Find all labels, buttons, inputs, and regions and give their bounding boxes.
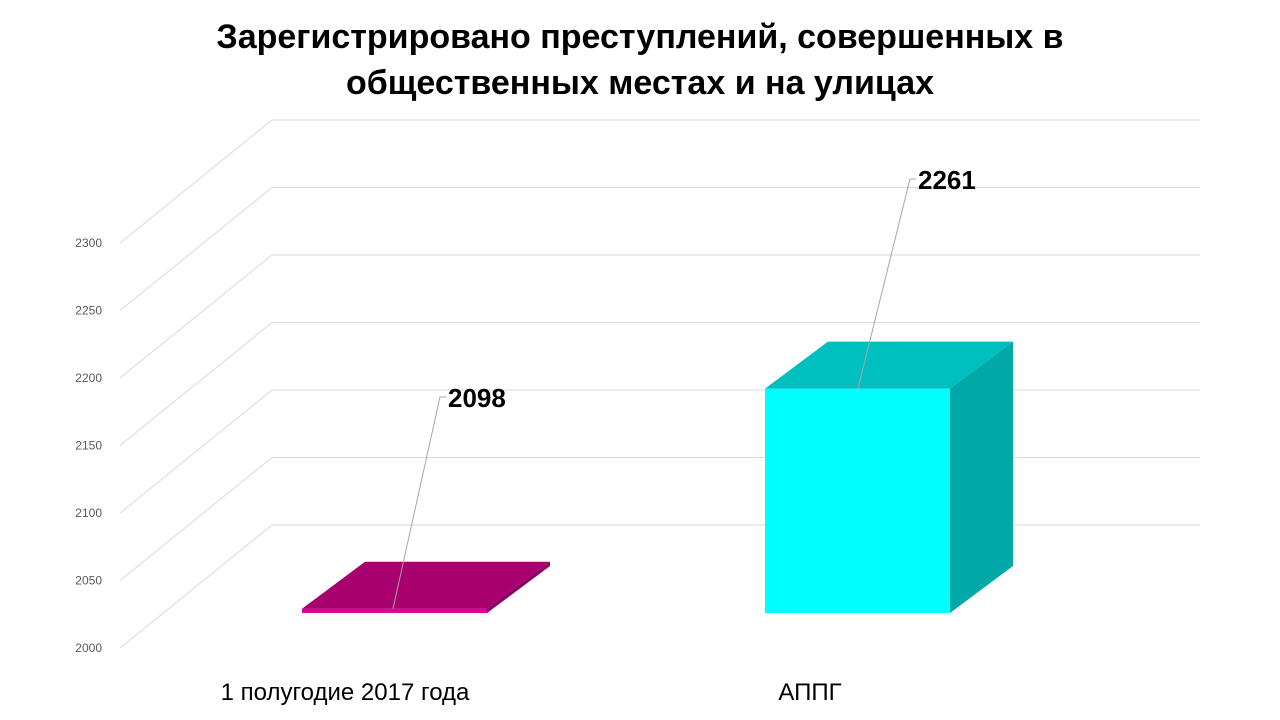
y-tick-label: 2200 [75,371,102,385]
category-label: 1 полугодие 2017 года [221,679,470,706]
chart-title-line-2: общественных местах и на улицах [345,64,935,102]
grid-layer [119,119,1200,649]
category-label: АППГ [778,679,841,706]
bar-layer [302,341,1013,613]
gridline-side [119,524,273,649]
y-tick-label: 2000 [75,641,102,655]
bar-front-1 [302,608,487,613]
gridline-side [119,187,273,311]
gridline-side [119,457,273,581]
chart-title-line-1: Зарегистрировано преступлений, совершенн… [216,18,1064,56]
gridline-side [119,322,273,446]
gridline-side [119,254,273,379]
y-tick-label: 2300 [75,236,102,250]
bar-front-2 [765,388,950,613]
gridline-side [119,119,273,244]
data-label: 2261 [918,165,976,195]
data-label-leader [392,396,446,609]
chart-title: Зарегистрировано преступлений, совершенн… [140,14,1140,106]
data-label: 2098 [448,383,506,413]
data-label-leader [857,178,916,389]
bar-top-1 [302,561,550,609]
label-layer: 2098 1 полугодие 2017 года 2261 АППГ [221,165,976,706]
gridline-side [119,389,273,514]
y-tick-label: 2250 [75,304,102,318]
bar-top-2 [765,341,1013,389]
bar-side-1 [487,561,550,613]
y-tick-label: 2050 [75,574,102,588]
y-tick-label: 2100 [75,506,102,520]
bar-side-2 [950,341,1013,613]
y-tick-label: 2150 [75,439,102,453]
y-axis: 2000 2050 2100 2150 2200 2250 2300 [75,236,102,655]
